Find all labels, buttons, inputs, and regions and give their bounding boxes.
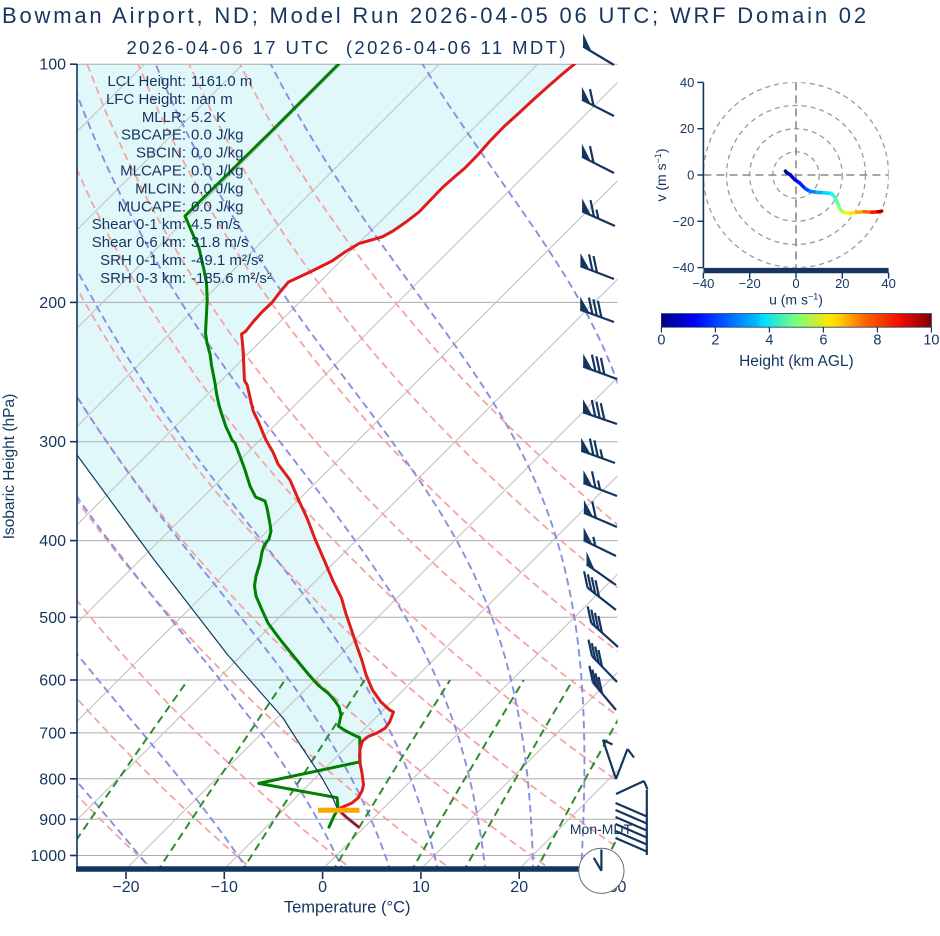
svg-text:Height (km AGL): Height (km AGL) xyxy=(739,353,854,370)
svg-text:Temperature (°C): Temperature (°C) xyxy=(284,899,411,917)
svg-text:200: 200 xyxy=(39,295,66,312)
svg-text:nan m: nan m xyxy=(191,91,233,108)
svg-text:1161.0 m: 1161.0 m xyxy=(191,73,252,90)
svg-text:−10: −10 xyxy=(211,879,238,896)
svg-text:-185.6 m²/s²: -185.6 m²/s² xyxy=(191,270,272,287)
svg-text:MLCAPE:: MLCAPE: xyxy=(120,163,186,180)
svg-text:700: 700 xyxy=(39,725,66,742)
svg-text:Mon-MDT: Mon-MDT xyxy=(570,821,633,837)
svg-text:MLCIN:: MLCIN: xyxy=(135,180,186,197)
svg-text:600: 600 xyxy=(39,673,66,690)
svg-text:0.0 J/kg: 0.0 J/kg xyxy=(191,127,244,144)
svg-text:−20: −20 xyxy=(672,214,694,229)
svg-text:SBCAPE:: SBCAPE: xyxy=(121,127,186,144)
svg-text:0: 0 xyxy=(318,879,327,896)
svg-text:0.0 J/kg: 0.0 J/kg xyxy=(191,180,244,197)
svg-text:Shear 0-6 km:: Shear 0-6 km: xyxy=(92,234,186,251)
svg-text:LCL Height:: LCL Height: xyxy=(107,73,186,90)
svg-text:5.2 K: 5.2 K xyxy=(191,109,226,126)
svg-text:SRH 0-3 km:: SRH 0-3 km: xyxy=(100,270,186,287)
svg-text:0: 0 xyxy=(792,276,799,291)
svg-text:MLLR:: MLLR: xyxy=(142,109,186,126)
svg-text:LFC Height:: LFC Height: xyxy=(106,91,186,108)
svg-text:1000: 1000 xyxy=(30,848,66,865)
svg-text:0.0 J/kg: 0.0 J/kg xyxy=(191,198,244,215)
svg-text:100: 100 xyxy=(39,57,66,74)
svg-text:SBCIN:: SBCIN: xyxy=(136,145,186,162)
svg-text:0.0 J/kg: 0.0 J/kg xyxy=(191,145,244,162)
svg-text:40: 40 xyxy=(680,75,694,90)
svg-text:4: 4 xyxy=(765,333,773,349)
svg-text:−20: −20 xyxy=(739,276,761,291)
svg-text:20: 20 xyxy=(680,121,694,136)
svg-text:-49.1 m²/s²: -49.1 m²/s² xyxy=(191,252,264,269)
svg-text:400: 400 xyxy=(39,533,66,550)
svg-text:0: 0 xyxy=(657,333,665,349)
svg-text:6: 6 xyxy=(819,333,827,349)
svg-text:2026-04-06 17 UTC (2026-04-06: 2026-04-06 17 UTC (2026-04-06 11 MDT) xyxy=(126,37,568,58)
svg-text:10: 10 xyxy=(923,333,939,349)
svg-text:8: 8 xyxy=(873,333,881,349)
svg-text:10: 10 xyxy=(412,879,430,896)
svg-text:−40: −40 xyxy=(672,260,694,275)
svg-text:500: 500 xyxy=(39,610,66,627)
svg-text:20: 20 xyxy=(835,276,849,291)
svg-text:300: 300 xyxy=(39,434,66,451)
svg-text:800: 800 xyxy=(39,771,66,788)
svg-text:2: 2 xyxy=(711,333,719,349)
svg-text:−40: −40 xyxy=(692,276,714,291)
svg-text:Bowman Airport, ND; Model Run: Bowman Airport, ND; Model Run 2026-04-05… xyxy=(2,3,869,28)
svg-text:31.8 m/s: 31.8 m/s xyxy=(191,234,249,251)
svg-text:4.5 m/s: 4.5 m/s xyxy=(191,216,240,233)
svg-text:900: 900 xyxy=(39,812,66,829)
svg-text:0.0 J/kg: 0.0 J/kg xyxy=(191,163,244,180)
svg-text:Shear 0-1 km:: Shear 0-1 km: xyxy=(92,216,186,233)
svg-text:40: 40 xyxy=(881,276,895,291)
svg-text:MUCAPE:: MUCAPE: xyxy=(118,198,186,215)
svg-text:−20: −20 xyxy=(112,879,139,896)
svg-text:Isobaric Height (hPa): Isobaric Height (hPa) xyxy=(1,394,18,540)
svg-text:20: 20 xyxy=(510,879,528,896)
svg-text:SRH 0-1 km:: SRH 0-1 km: xyxy=(100,252,186,269)
svg-text:0: 0 xyxy=(687,168,694,183)
